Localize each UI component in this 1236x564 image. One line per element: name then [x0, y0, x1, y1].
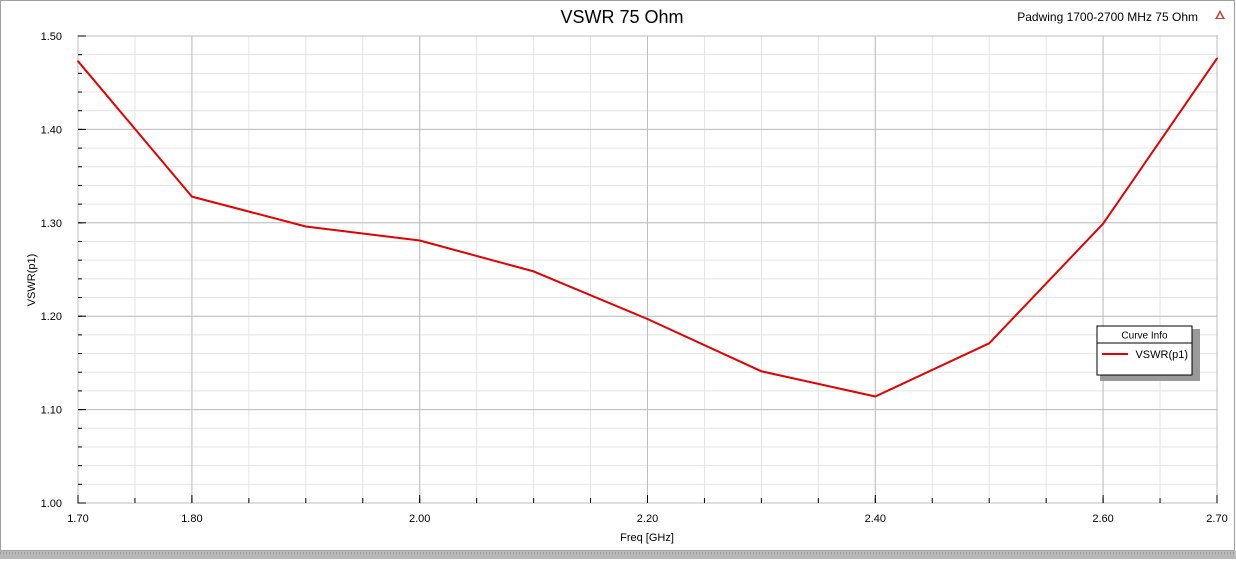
data-point: [418, 239, 421, 242]
x-axis-ticks: 1.70 1.80 2.00 2.20 2.40 2.60 2.70: [67, 495, 1228, 525]
y-axis-ticks: 1.00 1.10 1.20 1.30 1.40 1.50: [41, 31, 86, 510]
series-layer: [77, 57, 1218, 398]
y-axis-label: VSWR(p1): [26, 254, 38, 307]
data-point: [77, 60, 79, 63]
status-strip: [0, 551, 1236, 559]
legend-entry: VSWR(p1): [1135, 349, 1188, 361]
data-point: [874, 395, 877, 398]
y-tick-label: 1.30: [41, 218, 62, 230]
legend[interactable]: Curve Info VSWR(p1): [1096, 325, 1200, 381]
data-point: [1102, 222, 1104, 225]
x-axis-label: Freq [GHz]: [620, 532, 674, 544]
ansys-logo-icon: [1215, 10, 1225, 19]
y-tick-label: 1.50: [41, 31, 62, 43]
y-tick-label: 1.00: [41, 498, 62, 510]
project-label: Padwing 1700-2700 MHz 75 Ohm: [1017, 10, 1198, 24]
data-point: [646, 318, 649, 320]
data-point: [760, 370, 763, 373]
data-point: [532, 270, 535, 273]
major-grid: [77, 35, 1218, 504]
data-point: [988, 342, 991, 345]
y-tick-label: 1.20: [41, 311, 62, 323]
x-tick-label: 2.40: [865, 513, 886, 525]
chart-title: VSWR 75 Ohm: [560, 7, 683, 27]
x-tick-label: 2.20: [637, 513, 658, 525]
x-tick-label: 2.60: [1092, 513, 1113, 525]
x-tick-label: 2.00: [409, 513, 430, 525]
y-tick-label: 1.40: [41, 124, 62, 136]
y-tick-label: 1.10: [41, 405, 62, 417]
data-point: [1216, 57, 1218, 60]
x-tick-label: 1.80: [181, 513, 202, 525]
data-point: [191, 195, 193, 198]
legend-title: Curve Info: [1121, 331, 1168, 342]
data-point: [304, 225, 307, 228]
x-tick-label: 1.70: [67, 513, 88, 525]
x-tick-label: 2.70: [1206, 513, 1227, 525]
legend-box: [1096, 325, 1193, 376]
